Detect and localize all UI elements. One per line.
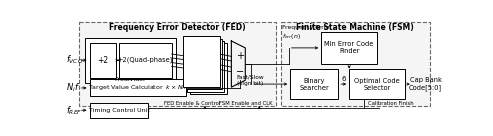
Text: Frequency Error: Frequency Error [282, 25, 330, 30]
Bar [90, 42, 116, 78]
Bar [182, 36, 220, 87]
Text: Finite State Machine (FSM): Finite State Machine (FSM) [296, 23, 414, 32]
Text: Target Value Calculator  $k\times N_i f$: Target Value Calculator $k\times N_i f$ [88, 83, 188, 92]
Bar [321, 32, 377, 64]
Bar [85, 38, 176, 83]
Text: $f_{VCO}$: $f_{VCO}$ [66, 54, 83, 67]
Text: Min Error Code
Finder: Min Error Code Finder [324, 41, 374, 54]
Text: Binary
Searcher: Binary Searcher [299, 78, 329, 91]
Bar [189, 43, 227, 94]
Bar [90, 103, 148, 118]
Text: Fast/Slow
(sign bit): Fast/Slow (sign bit) [236, 75, 264, 86]
Text: $f_{REF}$: $f_{REF}$ [66, 104, 82, 117]
Text: +2(Quad-phase): +2(Quad-phase) [118, 57, 173, 64]
Bar [281, 22, 430, 106]
Bar [290, 69, 338, 99]
Text: Optimal Code
Selector: Optimal Code Selector [354, 78, 400, 91]
Bar [187, 41, 224, 92]
Bar [349, 69, 405, 99]
Text: Counter: Counter [187, 59, 215, 65]
Text: 6: 6 [342, 76, 346, 82]
Text: Timing Control Unit: Timing Control Unit [89, 108, 149, 113]
Text: $f_{err}(n)$: $f_{err}(n)$ [282, 32, 301, 41]
Text: +: + [236, 51, 244, 61]
Text: Cap Bank
Code[5:0]: Cap Bank Code[5:0] [409, 77, 442, 91]
Bar [185, 39, 222, 89]
Text: Predivider: Predivider [115, 77, 146, 82]
Text: FED Enable & Control: FED Enable & Control [164, 101, 220, 106]
Text: Frequency Error Detector (FED): Frequency Error Detector (FED) [109, 23, 246, 32]
Text: −: − [236, 67, 244, 77]
Text: Calibration Finish: Calibration Finish [368, 101, 413, 106]
Text: +2: +2 [97, 56, 108, 65]
Bar [79, 22, 276, 106]
Text: FSM Enable and CLK: FSM Enable and CLK [219, 101, 273, 106]
Bar [90, 79, 186, 96]
Bar [119, 42, 172, 78]
Text: $N_i f$: $N_i f$ [66, 82, 80, 94]
